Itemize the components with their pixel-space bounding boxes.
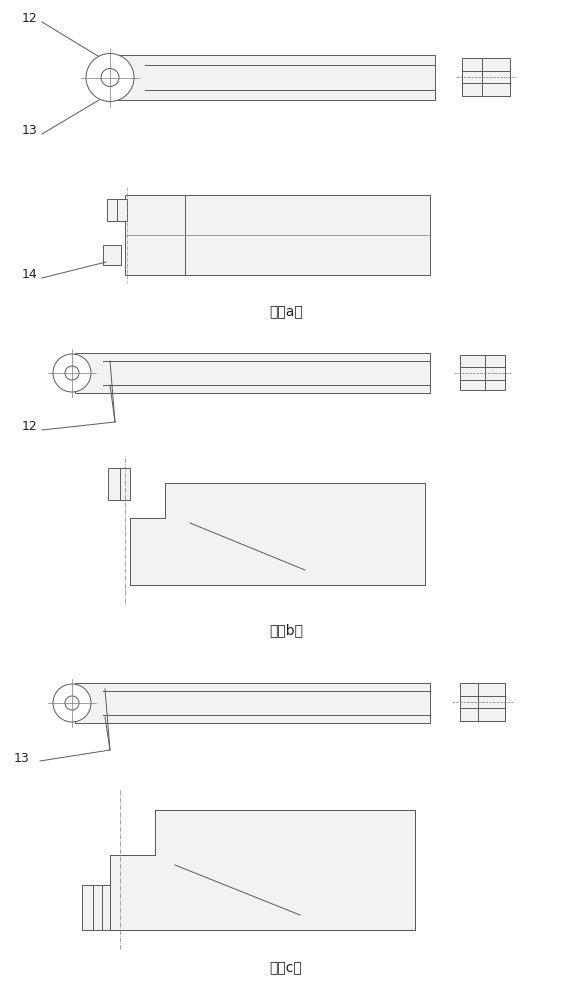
Text: 12: 12	[22, 420, 38, 434]
Circle shape	[65, 366, 79, 380]
Bar	[462, 58, 510, 96]
Bar	[460, 355, 505, 390]
Circle shape	[101, 68, 119, 87]
Text: 14: 14	[22, 268, 38, 282]
Text: 12: 12	[22, 11, 38, 24]
Text: 13: 13	[22, 123, 38, 136]
Text: 图（b）: 图（b）	[269, 623, 303, 637]
Bar	[115, 55, 435, 100]
Circle shape	[86, 53, 134, 102]
Bar	[75, 683, 430, 723]
Circle shape	[53, 684, 91, 722]
Bar	[107, 199, 127, 221]
Bar	[108, 468, 130, 500]
Polygon shape	[110, 810, 415, 930]
Bar	[460, 683, 505, 721]
Text: 图（c）: 图（c）	[270, 961, 303, 975]
Circle shape	[65, 696, 79, 710]
Bar	[75, 353, 430, 393]
Bar	[125, 195, 430, 275]
Text: 13: 13	[14, 752, 30, 764]
Circle shape	[53, 354, 91, 392]
Bar	[103, 245, 121, 265]
Bar	[82, 885, 110, 930]
Polygon shape	[130, 483, 425, 585]
Text: 图（a）: 图（a）	[269, 305, 303, 319]
